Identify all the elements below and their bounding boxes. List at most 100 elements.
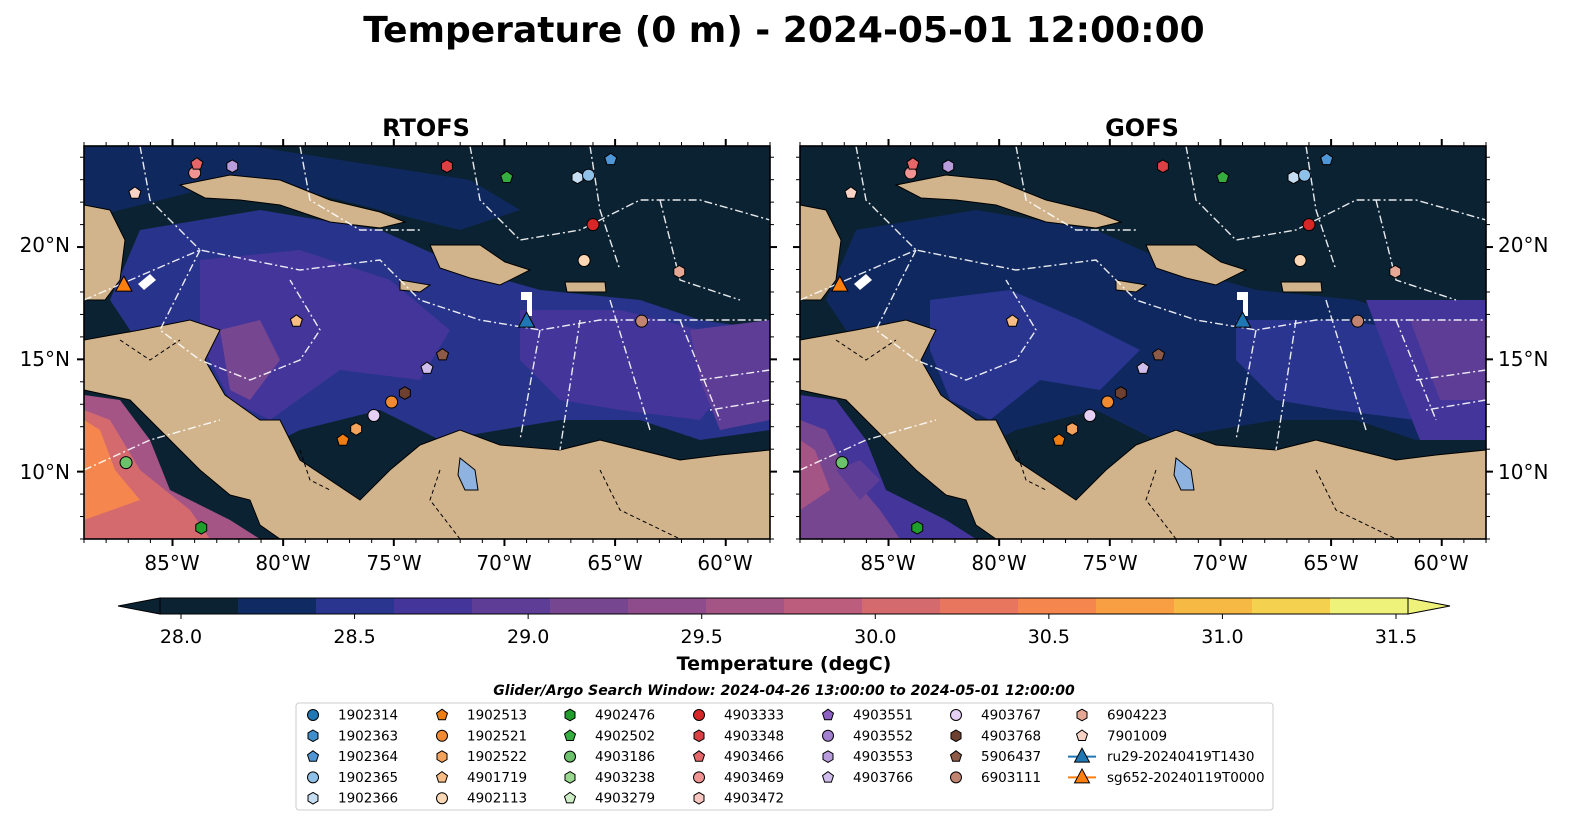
argo-float-marker (398, 386, 411, 400)
legend-item: 4903767 (950, 708, 1041, 724)
argo-float-marker (1157, 159, 1169, 174)
argo-float-marker (1320, 152, 1334, 166)
colorbar-segment (1252, 598, 1331, 614)
lon-tick-label: 85°W (860, 551, 915, 575)
colorbar-segment (160, 598, 239, 614)
colorbar-tick-label: 28.0 (160, 626, 202, 648)
colorbar-segment (1096, 598, 1175, 614)
legend-item-label: 1902513 (467, 708, 527, 724)
legend-item-label: 1902363 (338, 728, 398, 744)
lon-tick-label: 70°W (1192, 551, 1247, 575)
heatmap-field-rtofs (84, 146, 770, 539)
lon-tick-label: 60°W (1413, 551, 1468, 575)
colorbar-segment (784, 598, 863, 614)
colorbar-segment (628, 598, 707, 614)
legend-float-icon (307, 729, 319, 743)
lon-tick-label: 80°W (255, 551, 310, 575)
lat-tick-label: 15°N (1498, 347, 1548, 371)
argo-float-marker (1216, 170, 1230, 183)
legend-float-icon (564, 750, 576, 763)
figure-title: Temperature (0 m) - 2024-05-01 12:00:00 (363, 10, 1204, 51)
argo-float-marker (1114, 386, 1127, 400)
argo-float-marker (604, 152, 618, 166)
glider-marker (1233, 311, 1252, 328)
legend-item-label: 1902314 (338, 708, 398, 724)
legend-item-label: 4903552 (853, 728, 913, 744)
legend-item-label: 4903238 (595, 770, 655, 786)
colorbar-extend-low (117, 597, 161, 615)
legend-float-icon (950, 729, 962, 743)
argo-float-marker (289, 314, 303, 327)
legend-item: 4903552 (822, 728, 913, 744)
lon-tick-labels-gofs: 85°W 80°W 75°W 70°W 65°W 60°W (860, 551, 1468, 575)
argo-float-marker (128, 186, 142, 199)
legend-float-icon (307, 709, 319, 721)
colorbar: 28.0 28.5 29.0 29.5 30.0 30.5 31.0 31.5 Tempera… (117, 597, 1451, 675)
legend-item: 4903466 (692, 749, 784, 765)
legend-float-icon (693, 791, 705, 805)
legend-float-icon (949, 750, 963, 762)
colorbar-segment (1330, 598, 1409, 614)
legend-item-label: 4903348 (724, 728, 784, 744)
colorbar-segment (1174, 598, 1253, 614)
legend-float-icon (307, 791, 319, 805)
argo-float-marker (1302, 218, 1316, 232)
legend-float-icon (693, 709, 705, 721)
argo-float-marker (441, 159, 453, 174)
legend-float-icon (950, 709, 962, 721)
legend-item-label: 1902365 (338, 770, 398, 786)
glider-marker (114, 275, 133, 292)
legend-float-icon (306, 750, 320, 762)
argo-float-marker (119, 456, 133, 470)
legend-item-label: 4903469 (724, 770, 784, 786)
legend-item-label: 4903551 (853, 708, 913, 724)
lon-tick-label: 70°W (476, 551, 531, 575)
legend-item-label: 4903766 (853, 770, 913, 786)
legend-item: 4901719 (435, 770, 527, 786)
legend-float-icon (692, 750, 706, 762)
legend-item-label: 4903768 (981, 728, 1041, 744)
argo-float-marker (195, 520, 208, 535)
argo-float-marker (1052, 433, 1066, 446)
legend-item: 4903553 (822, 749, 913, 765)
argo-float-marker (1151, 347, 1166, 361)
legend-float-icon (1076, 708, 1088, 722)
argo-float-marker (367, 408, 381, 422)
argo-float-marker (835, 456, 849, 470)
legend-float-icon (307, 771, 319, 784)
argo-float-marker (844, 186, 858, 199)
legend-item: 1902521 (436, 728, 527, 744)
lon-tick-label: 85°W (144, 551, 199, 575)
argo-float-marker (582, 168, 596, 182)
legend-float-icon (564, 708, 576, 722)
legend-item: 4902476 (564, 708, 655, 724)
legend-item: 1902365 (307, 770, 398, 786)
legend-item-label: 5906437 (981, 749, 1041, 765)
lon-tick-label: 75°W (366, 551, 421, 575)
legend-item: ru29-20240419T1430 (1068, 747, 1254, 765)
colorbar-tick-label: 29.5 (681, 626, 723, 648)
colorbar-tick-label: 28.5 (333, 626, 375, 648)
legend-float-icon (564, 771, 576, 784)
argo-float-marker (420, 361, 434, 374)
legend-item-label: 4901719 (467, 770, 527, 786)
map-panel-rtofs: RTOFS (77, 114, 777, 546)
legend-item: 4903333 (693, 708, 784, 724)
legend-item-label: 4903472 (724, 791, 784, 807)
legend-item-label: 4903333 (724, 708, 784, 724)
colorbar-label: Temperature (degC) (677, 653, 892, 675)
legend-item-label: 4903767 (981, 708, 1041, 724)
colorbar-segment (1018, 598, 1097, 614)
legend-item-label: 1902522 (467, 749, 527, 765)
legend-item-label: 4903466 (724, 749, 784, 765)
legend-item: 4903238 (564, 770, 655, 786)
legend-item: 1902366 (307, 791, 398, 807)
legend-item-label: 4903279 (595, 791, 655, 807)
lat-tick-label: 15°N (20, 347, 70, 371)
colorbar-tick-label: 30.5 (1028, 626, 1070, 648)
legend-item: 1902363 (307, 728, 398, 744)
legend-float-icon (563, 729, 577, 741)
heatmap-field-gofs (800, 146, 1486, 539)
argo-float-marker (911, 520, 924, 535)
